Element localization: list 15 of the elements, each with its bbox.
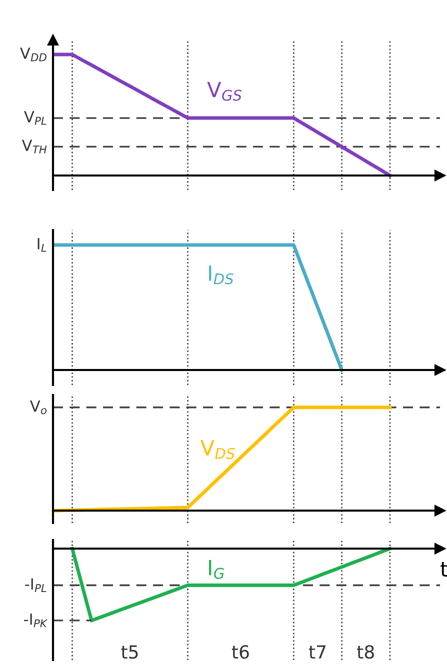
series-label: V$_{DS}$ <box>200 440 235 459</box>
series-label: I$_{G}$ <box>209 560 224 579</box>
text: t8 <box>357 645 374 659</box>
text: V$_{DD}$ <box>20 48 46 62</box>
ref-line-label: V$_{PL}$ <box>24 111 46 125</box>
text: -I$_{PK}$ <box>24 614 48 628</box>
series-label: I$_{DS}$ <box>209 266 234 284</box>
series-label: V$_{GS}$ <box>207 82 242 101</box>
text: t6 <box>232 645 249 659</box>
text: I$_{L}$ <box>38 238 46 252</box>
ref-line-label: V$_{o}$ <box>30 400 47 414</box>
ref-line-label: V$_{TH}$ <box>22 140 47 154</box>
text: t5 <box>121 645 138 659</box>
ref-line-label: -I$_{PL}$ <box>25 578 46 592</box>
text: t7 <box>308 645 326 659</box>
